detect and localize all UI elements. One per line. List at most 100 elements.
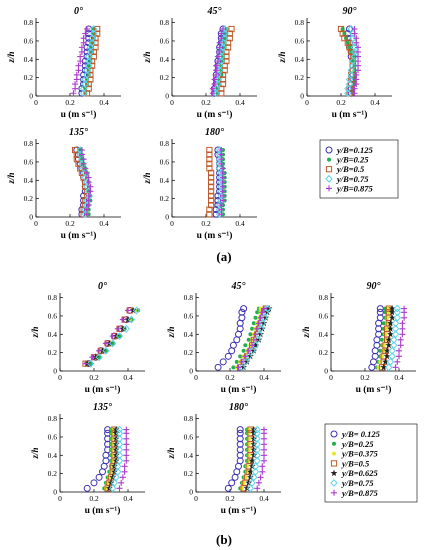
data-point (115, 332, 124, 341)
data-point (80, 156, 87, 163)
data-point (376, 365, 381, 370)
series-y-b-0-875 (82, 307, 131, 367)
data-point (220, 165, 226, 172)
data-point (386, 357, 395, 366)
data-point (387, 319, 394, 327)
data-point (254, 325, 261, 332)
data-point (388, 305, 396, 312)
y-tick-label: 0.2 (160, 194, 170, 203)
data-point (215, 66, 224, 75)
data-point (110, 442, 115, 447)
data-point (388, 308, 396, 316)
data-point (85, 61, 93, 70)
data-point (393, 313, 401, 322)
data-point (73, 71, 80, 78)
y-tick-label: 0.2 (48, 348, 58, 357)
data-point (122, 324, 130, 333)
x-tick-label: 0 (305, 98, 309, 107)
data-point (392, 364, 399, 371)
data-point (212, 89, 220, 98)
y-tick-label: 0.6 (184, 311, 194, 320)
data-point (208, 183, 215, 190)
data-point (394, 358, 401, 365)
data-point (388, 352, 396, 361)
x-tick-label: 0.4 (235, 219, 245, 228)
legend-label: y/B=0.5 (341, 458, 370, 468)
data-point (243, 358, 251, 365)
data-point (112, 429, 120, 437)
data-point (257, 474, 264, 481)
series-y-b-0-875 (116, 426, 130, 492)
data-point (261, 446, 267, 453)
data-point (350, 59, 355, 64)
data-point (219, 358, 227, 366)
data-point (345, 80, 354, 89)
data-point (213, 62, 220, 69)
data-point (238, 354, 243, 359)
x-tick-label: 0.4 (370, 98, 380, 107)
subplot-title: 90° (343, 6, 357, 17)
data-point (344, 39, 351, 46)
series-y-b-0-875 (209, 26, 226, 97)
data-point (112, 446, 120, 453)
subplot-title: 135° (69, 127, 88, 138)
data-point (229, 341, 237, 349)
data-point (215, 164, 224, 173)
legend-marker (327, 157, 331, 162)
data-point (236, 429, 244, 437)
legend-label: y/B=0.875 (341, 488, 379, 498)
subplot-title: 180° (229, 402, 248, 413)
data-point (224, 484, 232, 492)
data-point (253, 445, 261, 454)
data-point (401, 314, 408, 321)
data-point (351, 85, 358, 92)
legend-marker (332, 451, 336, 456)
data-point (238, 363, 246, 372)
y-tick-label: 0.4 (184, 451, 194, 460)
x-tick-label: 0.2 (225, 373, 235, 382)
legend: y/B=0.125y/B=0.25y/B=0.5y/B=0.75y/B=0.87… (319, 139, 399, 199)
data-point (112, 451, 120, 459)
subplot-title: 45° (231, 281, 246, 292)
y-tick-label: 0.2 (295, 73, 305, 82)
x-tick-label: 0.2 (336, 98, 346, 107)
y-tick-label: 0.8 (24, 18, 34, 27)
x-axis-label: u (m s⁻¹) (221, 505, 257, 516)
data-point (112, 473, 120, 482)
data-point (89, 354, 96, 361)
data-point (72, 81, 79, 88)
data-point (260, 313, 268, 322)
series-y-b-0-875 (392, 305, 408, 371)
legend-marker (330, 469, 338, 477)
data-point (90, 48, 97, 56)
data-point (214, 75, 222, 84)
data-point (239, 486, 244, 491)
data-point (252, 331, 259, 338)
data-point (382, 358, 389, 365)
y-tick-label: 0.6 (24, 36, 34, 45)
data-point (75, 62, 82, 69)
x-axis-label: u (m s⁻¹) (61, 109, 97, 120)
data-point (121, 463, 128, 470)
data-point (399, 331, 406, 338)
data-point (78, 44, 85, 51)
data-point (385, 341, 393, 349)
data-point (111, 468, 118, 475)
legend-marker (325, 146, 333, 154)
data-point (385, 363, 393, 372)
data-point (109, 339, 117, 348)
data-point (253, 456, 261, 465)
legend-marker (331, 489, 337, 496)
data-point (247, 473, 254, 481)
series-y-b-0-875 (254, 426, 267, 492)
y-axis-label: z/h (166, 447, 176, 459)
data-point (259, 463, 266, 470)
data-point (206, 165, 213, 172)
data-point (112, 457, 120, 464)
x-tick-label: 0.2 (89, 494, 99, 503)
data-point (90, 25, 98, 33)
data-point (221, 34, 229, 43)
data-point (208, 197, 215, 204)
x-tick-label: 0.2 (89, 373, 99, 382)
y-tick-label: 0.4 (48, 330, 58, 339)
